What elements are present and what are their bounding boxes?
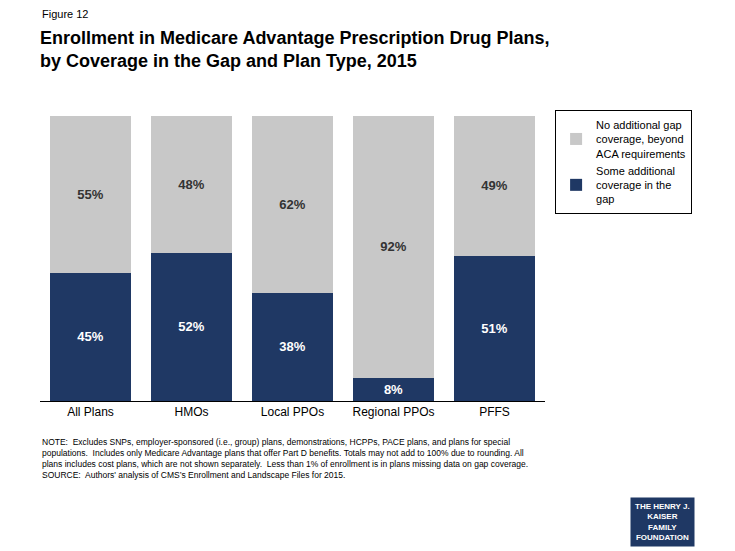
svg-text:HMOs: HMOs: [175, 405, 209, 419]
svg-text:51%: 51%: [481, 321, 507, 336]
svg-text:55%: 55%: [77, 187, 103, 202]
svg-text:PFFS: PFFS: [479, 405, 510, 419]
svg-text:Regional PPOs: Regional PPOs: [352, 405, 434, 419]
svg-text:Enrollment in Medicare Advanta: Enrollment in Medicare Advantage Prescri…: [40, 28, 549, 71]
svg-text:92%: 92%: [380, 239, 406, 254]
svg-text:All Plans: All Plans: [67, 405, 114, 419]
svg-text:Local PPOs: Local PPOs: [261, 405, 324, 419]
svg-text:Figure 12: Figure 12: [42, 8, 88, 20]
svg-text:52%: 52%: [178, 319, 204, 334]
svg-text:62%: 62%: [279, 197, 305, 212]
svg-text:38%: 38%: [279, 339, 305, 354]
svg-text:Some additionalcoverage in the: Some additionalcoverage in thegap: [596, 165, 675, 206]
svg-text:49%: 49%: [481, 178, 507, 193]
svg-text:45%: 45%: [77, 329, 103, 344]
svg-text:THE HENRY J.KAISERFAMILYFOUNDA: THE HENRY J.KAISERFAMILYFOUNDATION: [635, 502, 690, 542]
svg-text:NOTE: Excludes SNPs, employer: NOTE: Excludes SNPs, employer-sponsored …: [42, 437, 528, 480]
svg-text:8%: 8%: [384, 382, 403, 397]
svg-text:48%: 48%: [178, 177, 204, 192]
svg-text:No additional gapcoverage, bey: No additional gapcoverage, beyondACA req…: [596, 119, 686, 160]
